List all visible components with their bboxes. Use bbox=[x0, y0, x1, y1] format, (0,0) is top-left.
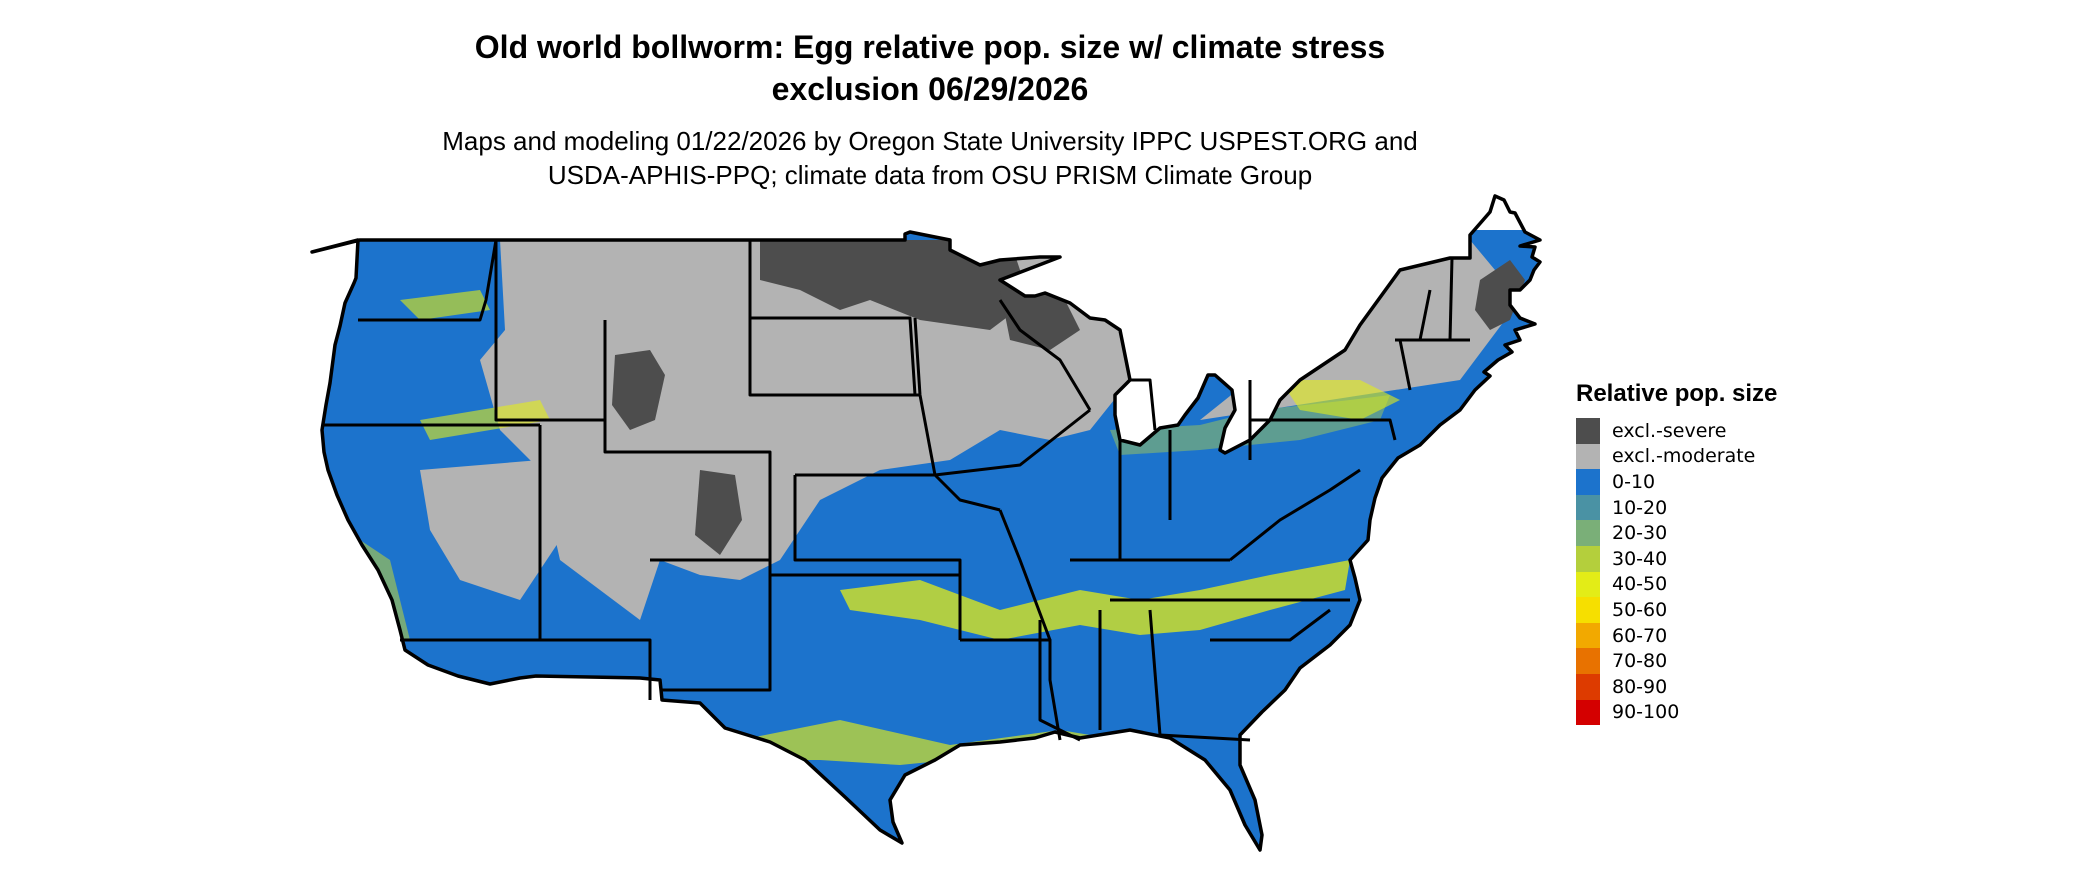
montana-dakotas-border bbox=[748, 240, 920, 397]
texas-louisiana-border bbox=[960, 638, 1062, 741]
north-south-dakota-border bbox=[750, 316, 917, 396]
new-york-connecticut-border bbox=[1398, 339, 1412, 391]
missouri-arkansas-border bbox=[998, 509, 1052, 641]
michigan-border bbox=[1130, 378, 1157, 431]
excl-severe-wisconsin-area bbox=[1000, 290, 1080, 350]
legend-swatch bbox=[1576, 699, 1600, 726]
washington-oregon-border bbox=[358, 239, 498, 322]
legend-label: 60-70 bbox=[1612, 624, 1668, 647]
legend-item: 70-80 bbox=[1576, 648, 1777, 674]
legend-item: 0-10 bbox=[1576, 469, 1777, 495]
map-title-block: Old world bollworm: Egg relative pop. si… bbox=[0, 26, 1860, 192]
minnesota-iowa-border bbox=[913, 317, 937, 476]
colorado-new-mexico-border bbox=[650, 558, 772, 692]
legend-swatch bbox=[1576, 418, 1600, 444]
legend-swatch bbox=[1576, 469, 1600, 495]
legend-swatch bbox=[1576, 597, 1600, 623]
legend-swatch bbox=[1576, 571, 1600, 598]
florida-border bbox=[1159, 733, 1251, 742]
virginia-border bbox=[1229, 468, 1361, 562]
legend-swatch bbox=[1576, 622, 1600, 649]
kansas-oklahoma-border bbox=[793, 475, 962, 640]
legend-item: 30-40 bbox=[1576, 545, 1777, 572]
legend-swatch bbox=[1576, 673, 1600, 700]
map-fill-layer bbox=[312, 230, 1540, 850]
suitability-band-southeast bbox=[840, 560, 1350, 640]
suitability-band-washington bbox=[400, 290, 490, 320]
suitability-band-pennsylvania bbox=[1280, 380, 1400, 420]
legend-label: 50-60 bbox=[1612, 598, 1668, 621]
legend-rows: excl.-severe excl.-moderate 0-10 10-20 20-30… bbox=[1576, 418, 1777, 726]
legend-label: 30-40 bbox=[1612, 547, 1668, 570]
legend-label: 70-80 bbox=[1612, 650, 1668, 673]
legend-label: excl.-severe bbox=[1612, 419, 1727, 442]
nebraska-kansas-border bbox=[795, 473, 1001, 512]
map-title-line-2: exclusion 06/29/2026 bbox=[771, 71, 1089, 107]
excl-severe-wyoming-area bbox=[612, 350, 665, 430]
pennsylvania-border bbox=[1250, 418, 1397, 441]
legend-swatch bbox=[1576, 545, 1600, 572]
legend-label: 10-20 bbox=[1612, 496, 1668, 519]
excl-moderate-central-area bbox=[480, 240, 1150, 620]
excl-severe-dakota-minnesota-area bbox=[760, 240, 1030, 330]
legend-item: 10-20 bbox=[1576, 494, 1777, 521]
legend-label: excl.-moderate bbox=[1612, 445, 1756, 468]
alabama-georgia-border bbox=[1148, 609, 1162, 736]
legend-label: 80-90 bbox=[1612, 675, 1668, 698]
vermont-border bbox=[1418, 289, 1432, 341]
legend-swatch bbox=[1576, 648, 1600, 674]
legend-swatch bbox=[1576, 520, 1600, 546]
excl-severe-colorado-area bbox=[695, 470, 742, 555]
legend-swatch bbox=[1576, 494, 1600, 521]
wisconsin-border bbox=[998, 299, 1092, 411]
iowa-missouri-border bbox=[934, 408, 1091, 477]
legend-item: 40-50 bbox=[1576, 571, 1777, 598]
legend-label: 90-100 bbox=[1612, 701, 1680, 724]
legend-label: 20-30 bbox=[1612, 522, 1668, 545]
legend-item: excl.-moderate bbox=[1576, 443, 1777, 470]
colorado-border bbox=[605, 450, 772, 560]
legend-item: 90-100 bbox=[1576, 699, 1777, 726]
map-subtitle-line-2: USDA-APHIS-PPQ; climate data from OSU PR… bbox=[547, 160, 1313, 190]
map-title-line-1: Old world bollworm: Egg relative pop. si… bbox=[474, 29, 1386, 65]
map-legend: Relative pop. size excl.-severe excl.-mod… bbox=[1576, 380, 1778, 726]
suitability-band-great-basin bbox=[420, 400, 550, 440]
legend-item: 50-60 bbox=[1576, 597, 1777, 623]
state-borders bbox=[322, 239, 1470, 742]
excl-moderate-great-basin-area bbox=[420, 460, 560, 600]
legend-item: 80-90 bbox=[1576, 673, 1777, 700]
map-title: Old world bollworm: Egg relative pop. si… bbox=[0, 26, 1860, 110]
excl-severe-maine-area bbox=[1475, 260, 1525, 330]
legend-item: 60-70 bbox=[1576, 622, 1777, 649]
legend-label: 40-50 bbox=[1612, 573, 1668, 596]
carolinas-border bbox=[1210, 608, 1331, 642]
new-hampshire-border bbox=[1448, 257, 1454, 341]
map-subtitle-line-1: Maps and modeling 01/22/2026 by Oregon S… bbox=[442, 126, 1418, 156]
legend-swatch bbox=[1576, 443, 1600, 470]
legend-title: Relative pop. size bbox=[1576, 380, 1778, 407]
legend-item: 20-30 bbox=[1576, 520, 1777, 546]
legend-label: 0-10 bbox=[1612, 470, 1656, 493]
legend-item: excl.-severe bbox=[1576, 418, 1777, 444]
map-subtitle: Maps and modeling 01/22/2026 by Oregon S… bbox=[0, 124, 1860, 192]
